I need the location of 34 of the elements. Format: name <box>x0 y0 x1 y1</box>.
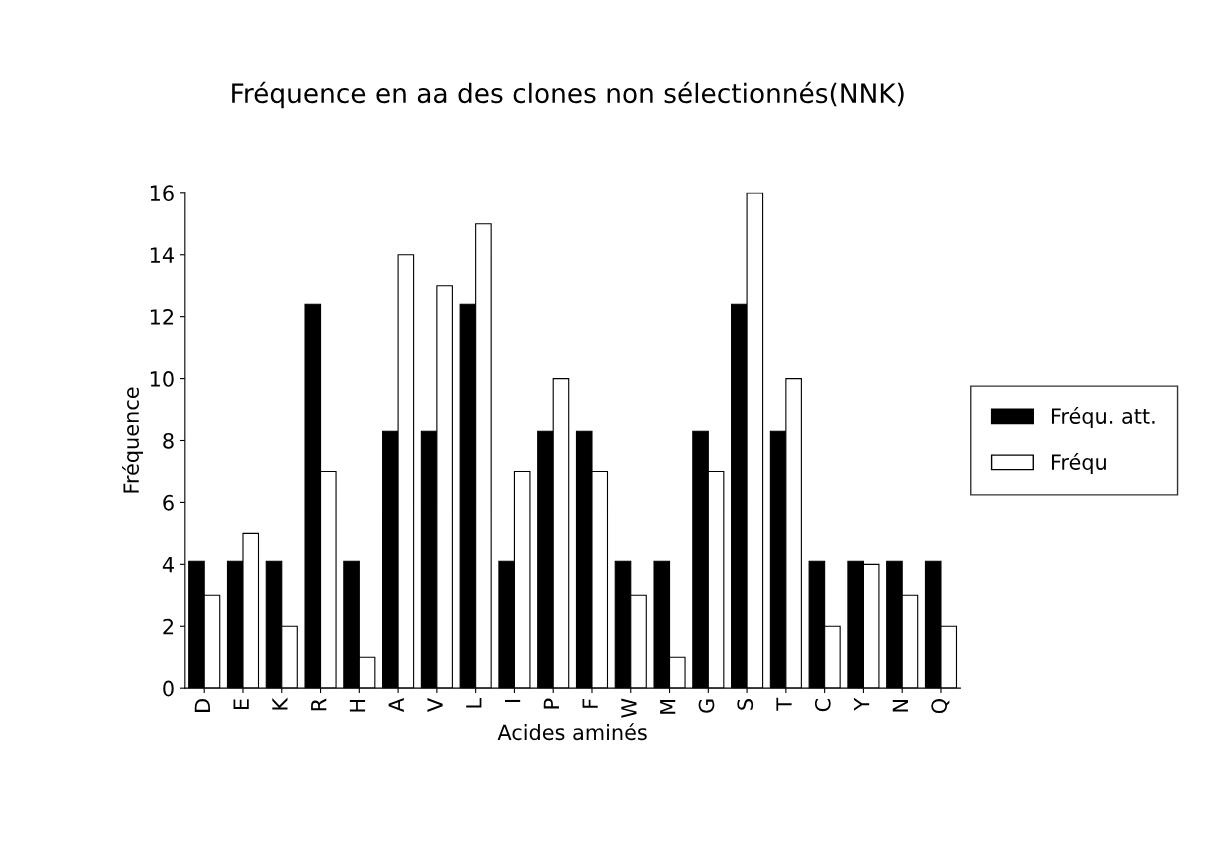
x-tick-label: C <box>814 699 831 712</box>
x-tick-label: V <box>427 698 443 712</box>
x-tick-label: K <box>272 697 288 710</box>
x-tick-label: P <box>543 698 559 709</box>
y-tick-label: 6 <box>163 494 174 511</box>
chart-title: Fréquence en aa des clones non sélectionnés(NNK) <box>232 81 904 109</box>
y-tick-label: 12 <box>150 309 174 325</box>
y-tick-label: 4 <box>162 557 174 573</box>
x-tick-label: T <box>776 697 792 711</box>
x-axis-title: Acides aminés <box>497 723 647 741</box>
x-tick-label: N <box>892 699 908 712</box>
x-tick-label: R <box>311 698 327 711</box>
y-axis-title: Fréquence <box>122 387 144 493</box>
x-tick-label: E <box>233 699 249 710</box>
y-tick-label: 8 <box>163 432 174 449</box>
y-tick-label: 2 <box>163 618 174 635</box>
x-tick-label: S <box>737 699 754 710</box>
legend-label: Fréqu <box>1051 453 1106 474</box>
x-tick-label: H <box>349 699 366 712</box>
x-tick-label: I <box>504 699 521 702</box>
x-tick-label: Y <box>853 697 870 711</box>
x-tick-label: Q <box>931 699 950 714</box>
y-tick-label: 10 <box>150 371 174 387</box>
x-tick-label: L <box>466 698 482 708</box>
x-tick-label: M <box>660 699 676 714</box>
x-tick-label: G <box>698 699 715 713</box>
y-tick-label: 0 <box>163 680 174 697</box>
y-tick-label: 16 <box>150 185 174 202</box>
x-tick-label: A <box>388 698 404 712</box>
y-tick-label: 14 <box>150 247 174 263</box>
x-tick-label: W <box>621 698 637 718</box>
x-tick-label: F <box>582 699 598 708</box>
x-tick-label: D <box>194 699 210 712</box>
legend-label: Fréqu. att. <box>1051 407 1155 428</box>
